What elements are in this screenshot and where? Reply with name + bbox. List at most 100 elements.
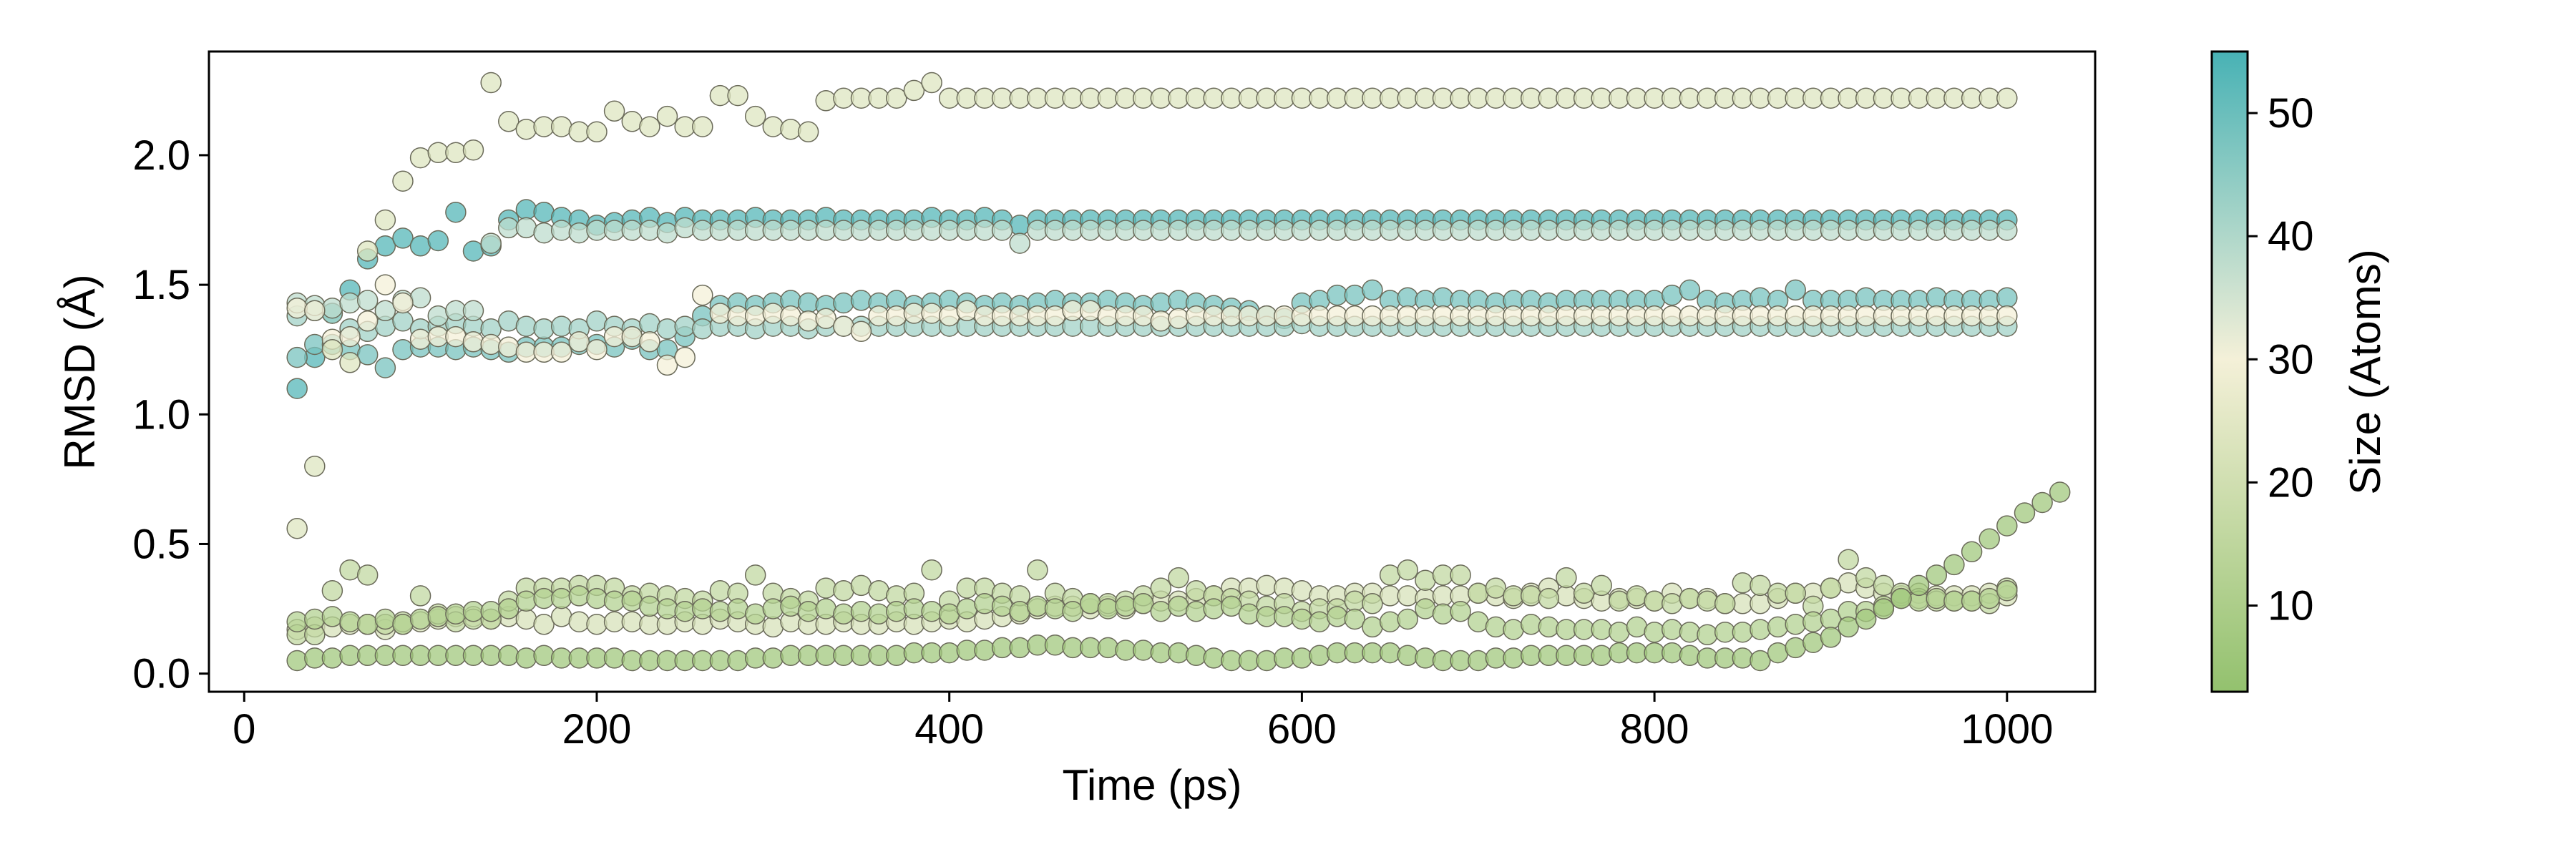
data-point xyxy=(356,344,379,366)
data-point xyxy=(1573,619,1595,640)
data-point xyxy=(815,577,836,599)
x-tick-label: 400 xyxy=(914,706,984,753)
data-point xyxy=(1203,305,1224,327)
data-point xyxy=(1132,305,1154,327)
data-point xyxy=(1820,627,1842,648)
data-point xyxy=(1820,608,1842,630)
data-point xyxy=(797,310,819,332)
data-point xyxy=(1203,647,1224,669)
data-point xyxy=(1097,598,1119,619)
data-point xyxy=(1432,287,1454,308)
data-point xyxy=(1890,87,1912,109)
data-point xyxy=(1591,87,1612,109)
data-point xyxy=(1132,220,1154,241)
data-point xyxy=(1009,600,1030,622)
data-point xyxy=(445,325,467,348)
data-point xyxy=(1097,637,1119,659)
data-point xyxy=(533,318,555,340)
data-point xyxy=(1802,220,1824,241)
data-point xyxy=(1556,305,1577,327)
data-point xyxy=(1415,647,1436,669)
data-point xyxy=(1062,637,1083,659)
data-point xyxy=(462,645,484,667)
data-point xyxy=(586,587,608,609)
data-point xyxy=(1291,305,1313,327)
data-point xyxy=(1080,87,1101,109)
data-point xyxy=(1961,220,1983,241)
data-point xyxy=(1468,582,1489,604)
data-point xyxy=(1926,87,1948,109)
data-point xyxy=(1132,87,1154,109)
data-point xyxy=(1097,220,1119,241)
data-point xyxy=(1344,220,1366,241)
data-point xyxy=(2049,481,2071,503)
data-point xyxy=(409,287,431,308)
data-point xyxy=(1538,587,1560,609)
data-point xyxy=(709,579,731,602)
data-point xyxy=(1838,87,1859,109)
data-point xyxy=(1732,220,1754,241)
data-point xyxy=(639,313,660,335)
data-point xyxy=(392,292,414,314)
data-point xyxy=(339,352,361,373)
data-point xyxy=(1309,611,1330,632)
data-point xyxy=(1890,305,1912,327)
data-point xyxy=(656,354,678,376)
colorbar: 10 20 30 40 50 Size (Atoms) xyxy=(2210,50,2389,693)
data-point xyxy=(1009,305,1030,327)
data-point xyxy=(1115,87,1136,109)
data-point xyxy=(1485,305,1507,327)
data-point xyxy=(1820,577,1842,599)
data-point xyxy=(1326,220,1348,241)
data-point xyxy=(1996,287,2018,308)
data-point xyxy=(1432,87,1454,109)
data-point xyxy=(1044,220,1066,241)
data-point xyxy=(727,650,748,672)
y-tick-label: 1.5 xyxy=(132,262,190,308)
data-point xyxy=(1150,220,1172,241)
data-point xyxy=(1432,650,1454,672)
data-point xyxy=(674,346,696,368)
data-point xyxy=(1185,305,1207,327)
data-point xyxy=(1027,559,1048,581)
data-point xyxy=(1750,287,1771,308)
data-point xyxy=(1274,647,1295,669)
data-point xyxy=(286,378,308,399)
data-point xyxy=(568,647,590,669)
data-point xyxy=(1432,603,1454,625)
data-point xyxy=(1256,220,1277,241)
data-point xyxy=(1150,87,1172,109)
data-point xyxy=(991,87,1013,109)
data-point xyxy=(797,121,819,143)
data-point xyxy=(1996,579,2018,602)
data-point xyxy=(1714,305,1736,327)
data-point xyxy=(850,220,872,241)
data-point xyxy=(1767,87,1789,109)
data-point xyxy=(1238,220,1260,241)
data-point xyxy=(674,315,696,337)
data-point xyxy=(1309,645,1330,667)
data-point xyxy=(1661,593,1683,614)
data-point xyxy=(1926,587,1948,609)
data-point xyxy=(603,100,625,122)
data-point xyxy=(1309,305,1330,327)
data-point xyxy=(1291,647,1313,669)
data-point xyxy=(868,305,889,327)
data-point xyxy=(833,87,854,109)
data-point xyxy=(1750,305,1771,327)
series-8 xyxy=(286,579,2018,646)
data-point xyxy=(1750,619,1771,640)
data-point xyxy=(1256,574,1277,597)
data-point xyxy=(1027,635,1048,656)
data-point xyxy=(445,300,467,322)
data-point xyxy=(1503,305,1524,327)
data-point xyxy=(850,574,872,597)
data-point xyxy=(621,650,643,672)
data-point xyxy=(356,240,379,262)
data-point xyxy=(797,645,819,667)
data-point xyxy=(621,611,643,632)
data-point xyxy=(1485,577,1507,599)
data-point xyxy=(286,346,308,368)
data-point xyxy=(1027,595,1048,617)
data-point xyxy=(462,139,484,161)
